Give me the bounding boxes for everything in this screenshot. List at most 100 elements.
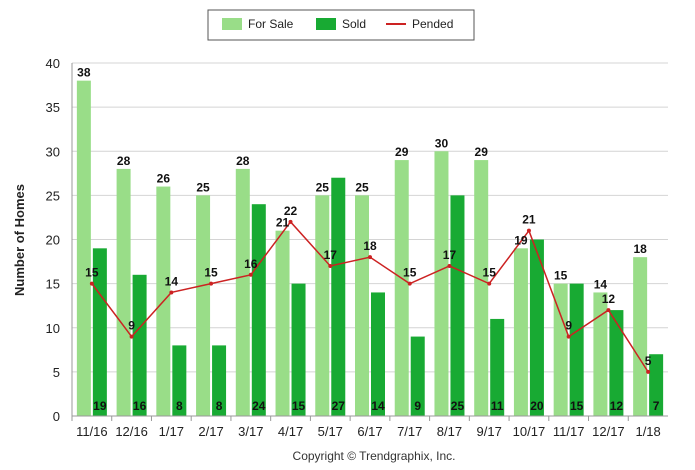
x-tick-label: 12/16 — [115, 424, 148, 439]
data-label-sold: 8 — [216, 399, 223, 413]
x-tick-label: 12/17 — [592, 424, 625, 439]
line-layer — [89, 219, 651, 374]
data-label-sold: 15 — [292, 399, 306, 413]
data-label-pended: 15 — [403, 266, 417, 280]
bar-sold — [331, 177, 346, 416]
legend-label-sold: Sold — [342, 17, 366, 31]
x-tick-label: 10/17 — [513, 424, 546, 439]
data-label-for-sale: 28 — [236, 154, 250, 168]
bar-sold — [649, 354, 664, 416]
data-label-sold: 14 — [371, 399, 385, 413]
data-label-for-sale: 29 — [475, 145, 489, 159]
data-label-for-sale: 18 — [633, 242, 647, 256]
data-label-pended: 12 — [602, 292, 616, 306]
data-label-for-sale: 25 — [196, 180, 210, 194]
pended-point — [209, 281, 214, 286]
bar-for-sale — [275, 230, 290, 416]
data-label-for-sale: 38 — [77, 66, 91, 80]
x-tick-label: 7/17 — [397, 424, 422, 439]
bar-for-sale — [633, 257, 648, 416]
data-label-sold: 16 — [133, 399, 147, 413]
data-label-sold: 15 — [570, 399, 584, 413]
pended-point — [526, 228, 531, 233]
data-label-sold: 25 — [451, 399, 465, 413]
bar-sold — [529, 239, 544, 416]
data-label-pended: 18 — [363, 239, 377, 253]
pended-point — [407, 281, 412, 286]
data-label-pended: 16 — [244, 257, 258, 271]
x-tick-label: 9/17 — [477, 424, 502, 439]
pended-point — [288, 219, 293, 224]
pended-point — [646, 369, 651, 374]
y-tick-label: 5 — [53, 365, 60, 380]
x-tick-label: 1/18 — [635, 424, 660, 439]
pended-point — [89, 281, 94, 286]
x-tick-label: 5/17 — [318, 424, 343, 439]
bar-for-sale — [315, 195, 330, 416]
x-tick-label: 6/17 — [357, 424, 382, 439]
y-tick-label: 30 — [46, 144, 60, 159]
data-label-sold: 24 — [252, 399, 266, 413]
data-label-pended: 15 — [204, 266, 218, 280]
data-label-for-sale: 30 — [435, 136, 449, 150]
data-label-for-sale: 28 — [117, 154, 131, 168]
copyright-footer: Copyright © Trendgraphix, Inc. — [293, 449, 456, 463]
y-tick-label: 15 — [46, 277, 60, 292]
bar-for-sale — [235, 168, 250, 416]
bar-for-sale — [116, 168, 131, 416]
data-label-sold: 8 — [176, 399, 183, 413]
x-tick-label: 11/16 — [76, 424, 108, 439]
data-label-pended: 5 — [645, 354, 652, 368]
pended-point — [566, 334, 571, 339]
bar-for-sale — [76, 80, 91, 417]
bar-for-sale — [474, 160, 489, 416]
bar-sold — [609, 310, 624, 416]
bar-sold — [410, 336, 425, 416]
data-label-pended: 15 — [85, 266, 99, 280]
bar-sold — [450, 195, 465, 416]
bar-for-sale — [553, 283, 568, 416]
bar-sold — [371, 292, 385, 416]
data-label-pended: 21 — [522, 213, 536, 227]
data-label-for-sale: 29 — [395, 145, 409, 159]
bar-for-sale — [434, 151, 449, 416]
y-tick-label: 25 — [46, 188, 60, 203]
legend-swatch-for-sale — [222, 18, 242, 30]
bar-sold — [251, 204, 266, 416]
pended-point — [169, 290, 174, 295]
legend-label-for-sale: For Sale — [248, 17, 294, 31]
data-label-for-sale: 21 — [276, 216, 290, 230]
data-label-sold: 12 — [610, 399, 624, 413]
data-label-sold: 7 — [653, 399, 660, 413]
data-label-sold: 9 — [414, 399, 421, 413]
x-tick-label: 3/17 — [238, 424, 263, 439]
data-label-for-sale: 25 — [316, 180, 330, 194]
x-tick-label: 1/17 — [159, 424, 184, 439]
y-tick-label: 20 — [46, 233, 60, 248]
x-tick-label: 11/17 — [553, 424, 585, 439]
pended-point — [368, 255, 372, 260]
bar-sold — [132, 274, 147, 416]
data-label-pended: 17 — [443, 248, 457, 262]
data-label-pended: 9 — [565, 319, 572, 333]
data-label-sold: 27 — [332, 399, 346, 413]
data-label-for-sale: 15 — [554, 269, 568, 283]
y-axis-title: Number of Homes — [12, 184, 27, 296]
legend-box — [207, 9, 475, 41]
data-label-for-sale: 26 — [157, 172, 171, 186]
pended-point — [328, 263, 333, 268]
data-label-pended: 15 — [483, 266, 497, 280]
data-label-pended: 14 — [165, 274, 179, 288]
pended-point — [487, 281, 492, 286]
bar-for-sale — [513, 248, 528, 416]
x-tick-label: 8/17 — [437, 424, 462, 439]
y-tick-label: 10 — [46, 321, 60, 336]
data-label-pended: 17 — [324, 248, 338, 262]
bar-for-sale — [196, 195, 211, 416]
bar-for-sale — [394, 160, 409, 416]
pended-point — [248, 272, 253, 277]
bar-for-sale — [355, 195, 369, 416]
data-label-sold: 20 — [530, 399, 544, 413]
